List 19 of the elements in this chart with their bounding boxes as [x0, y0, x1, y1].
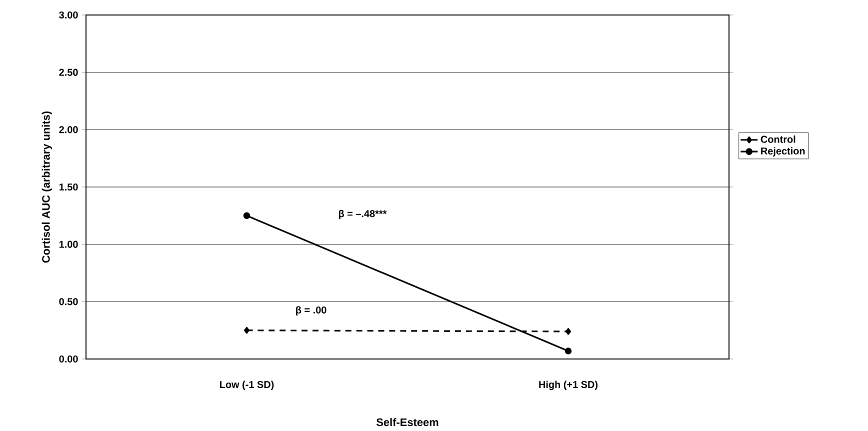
point — [564, 348, 572, 354]
y-tick-label: 1.00 — [59, 240, 78, 248]
y-axis-title: Cortisol AUC (arbitrary units) — [42, 111, 52, 263]
point — [243, 212, 250, 220]
point — [244, 326, 250, 334]
y-tick-label: 3.00 — [59, 11, 78, 19]
legend-label: Rejection — [761, 147, 805, 156]
y-tick-label: 1.50 — [59, 183, 78, 191]
legend-label: Control — [760, 136, 796, 143]
x-tick-label: Low (-1 SD) — [220, 380, 274, 390]
y-tick-label: 2.00 — [59, 126, 78, 134]
y-tick-label: 0.50 — [59, 298, 78, 306]
x-axis-title: Self-Esteem — [376, 418, 438, 426]
y-tick-label: 2.50 — [59, 68, 78, 76]
y-tick-label: 0.00 — [59, 355, 78, 363]
annotation: β = –.48*** — [338, 210, 387, 220]
point — [566, 328, 571, 335]
annotation: β = .00 — [296, 306, 326, 316]
x-tick-label: High (+1 SD) — [539, 380, 598, 390]
